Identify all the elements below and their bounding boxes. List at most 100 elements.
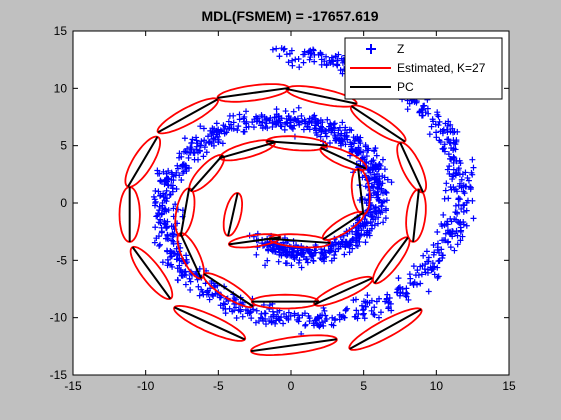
data-point [318,319,325,326]
data-point [454,188,461,195]
data-point [170,232,177,239]
data-point [417,263,424,270]
data-point [328,321,335,328]
pc-segment [286,87,357,105]
ellipse-component [129,245,174,300]
data-point [457,160,464,167]
data-point [183,168,190,175]
data-point [262,321,269,328]
data-point [414,267,421,274]
ellipse-component [319,145,368,172]
data-point [195,283,202,290]
pc-segment [322,211,364,241]
data-point [304,259,311,266]
pc-segment [350,105,406,143]
data-point [370,183,377,190]
data-point [281,45,288,52]
data-point [425,254,432,261]
pc-segment [131,246,172,300]
data-point [210,142,217,149]
data-point [302,321,309,328]
ellipse-component [371,236,411,285]
data-point [261,310,268,317]
data-point [379,199,386,206]
data-point [269,46,276,53]
data-point [276,53,283,60]
data-point [250,124,257,131]
x-axis: -15 -10 -5 0 5 10 15 [64,31,516,393]
data-point [362,303,369,310]
data-point [210,292,217,299]
data-point [322,127,329,134]
data-point [343,134,350,141]
data-point [233,315,240,322]
data-point [447,121,454,128]
data-point [253,251,260,258]
data-point [456,183,463,190]
data-point [349,147,356,154]
data-point [422,109,429,116]
data-point [373,152,380,159]
data-point [288,47,295,54]
data-point [242,306,249,313]
data-point [351,140,358,147]
data-point [295,259,302,266]
data-point [281,310,288,317]
x-tick-label: 5 [360,379,367,393]
data-point [463,222,470,229]
data-point [268,317,275,324]
data-point [329,314,336,321]
legend-entry-pc: PC [350,80,414,94]
data-point [323,253,330,260]
data-point [205,139,212,146]
data-point [273,106,280,113]
data-point [319,119,326,126]
data-point [439,237,446,244]
data-point [155,219,162,226]
data-point [232,304,239,311]
pc-segment [219,141,275,160]
data-point [470,215,477,222]
data-point [368,297,375,304]
data-point [230,112,237,119]
data-point [156,242,163,249]
data-point [369,212,376,219]
data-point [230,119,237,126]
data-point [445,151,452,158]
data-point [365,147,372,154]
data-point [193,146,200,153]
data-point [344,136,351,143]
data-point [444,239,451,246]
data-point [317,133,324,140]
data-point [178,177,185,184]
data-point [374,188,381,195]
data-point [296,64,303,71]
data-point [222,310,229,317]
data-point [278,314,285,321]
data-point [265,247,272,254]
data-point [470,164,477,171]
data-point [349,245,356,252]
x-tick-label: -10 [137,379,155,393]
y-tick-label: 10 [54,81,68,95]
data-point [303,256,310,263]
data-point [399,286,406,293]
ellipse-component [188,153,226,193]
data-point [282,108,289,115]
data-point [290,116,297,123]
data-point [437,128,444,135]
data-point [152,224,159,231]
data-point [300,59,307,66]
data-point [305,313,312,320]
data-point [275,112,282,119]
data-point [296,257,303,264]
pc-segment [179,188,191,237]
pc-segment [373,236,409,284]
data-point [160,190,167,197]
data-point [447,228,454,235]
data-point [211,282,218,289]
data-point [197,123,204,130]
data-point [205,291,212,298]
data-point [169,188,176,195]
data-point [371,311,378,318]
